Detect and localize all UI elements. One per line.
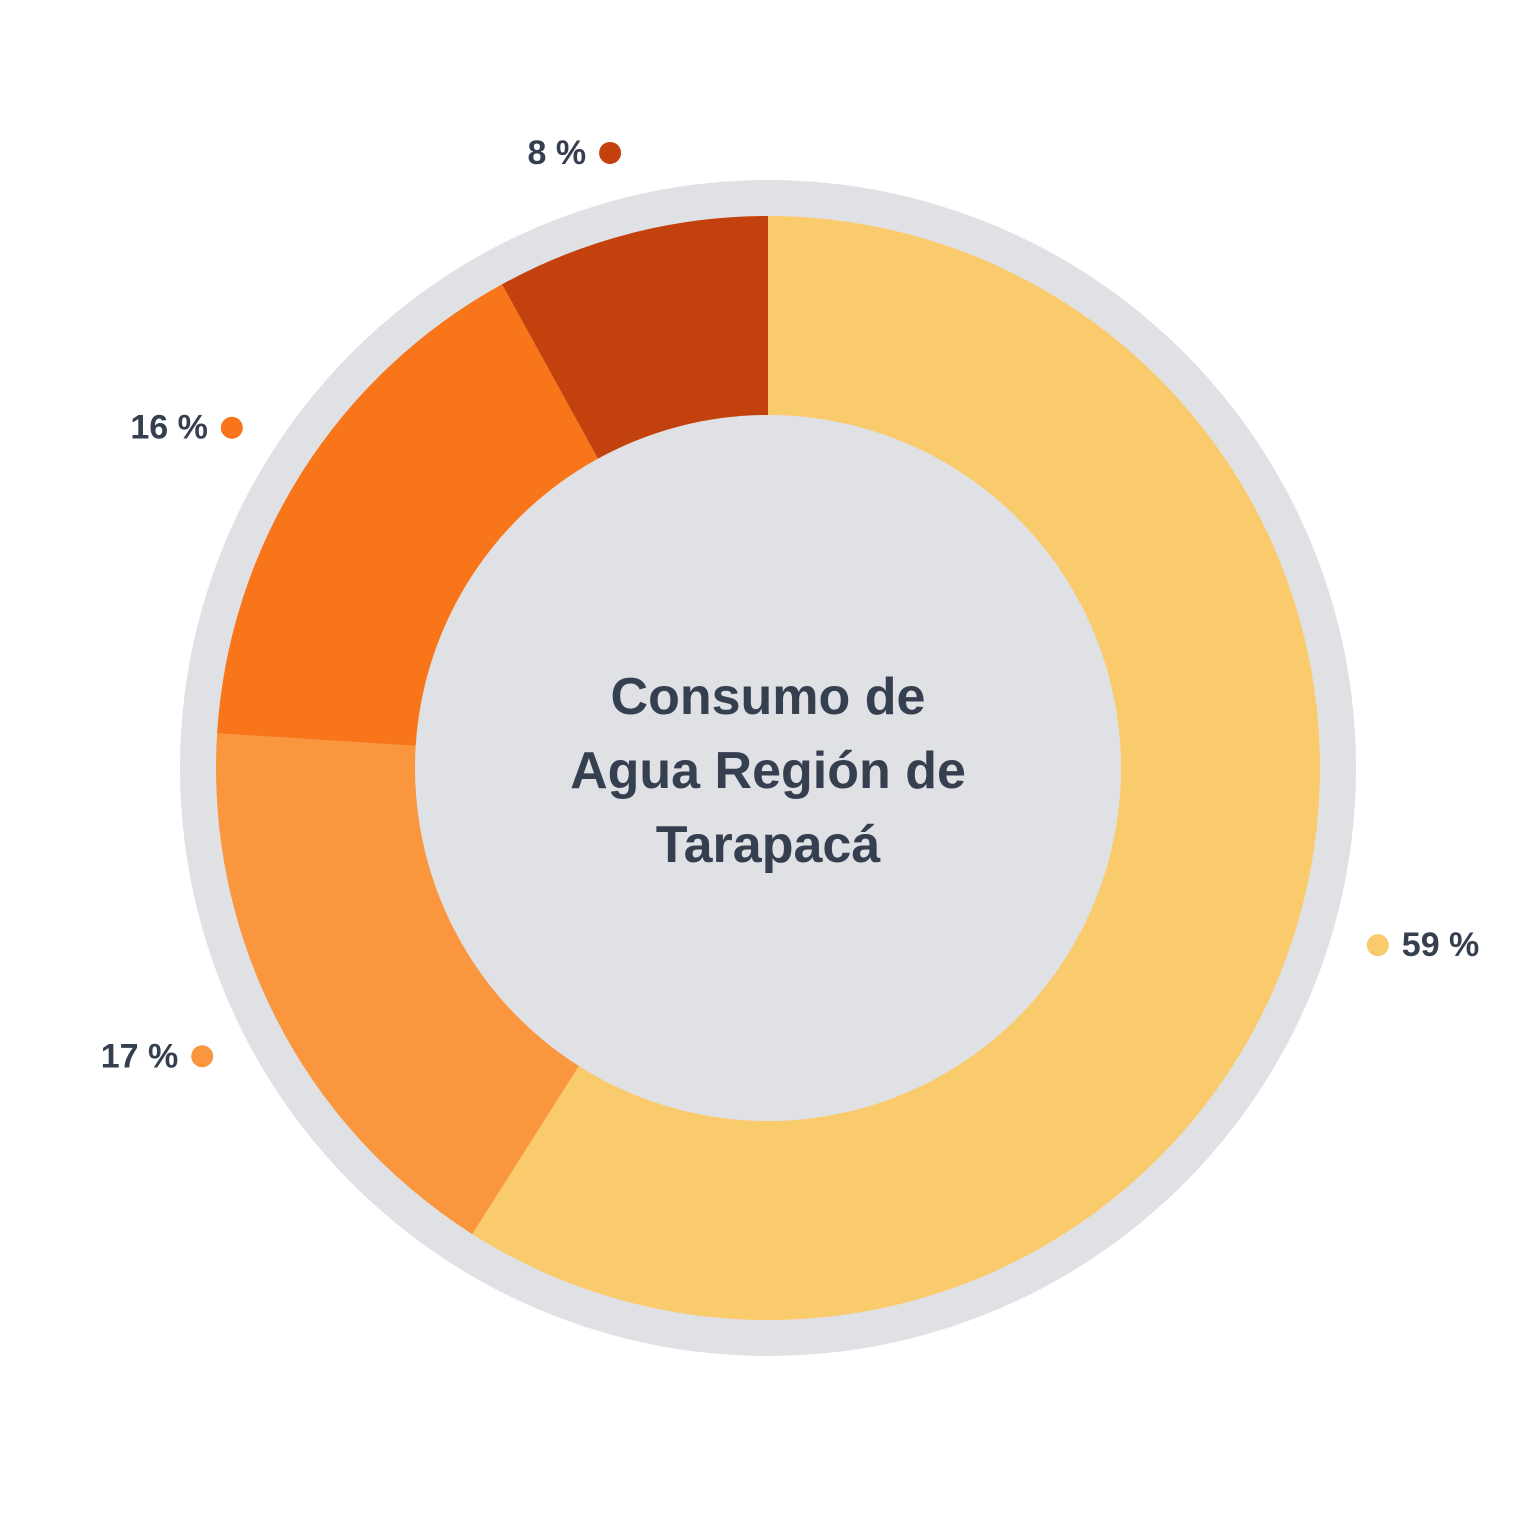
donut-slice [217, 284, 598, 746]
value-label: 17 % [101, 1037, 179, 1075]
donut-slice [216, 733, 579, 1235]
label-dot [1366, 934, 1389, 957]
value-label: 8 % [527, 134, 586, 172]
label-dot [599, 141, 622, 164]
donut-slice [472, 216, 1321, 1320]
label-dot [191, 1045, 214, 1068]
value-label: 16 % [130, 409, 208, 447]
label-dot [220, 416, 243, 439]
donut-slice [502, 216, 768, 459]
value-label: 59 % [1402, 926, 1480, 964]
chart-title: Consumo de Agua Región de Tarapacá [570, 668, 966, 874]
